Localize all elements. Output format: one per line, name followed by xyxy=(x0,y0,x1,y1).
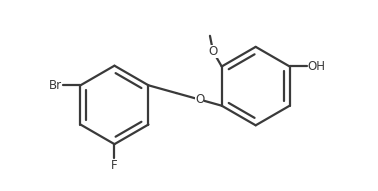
Text: O: O xyxy=(195,93,204,106)
Text: O: O xyxy=(208,45,218,58)
Text: OH: OH xyxy=(308,60,326,73)
Text: Br: Br xyxy=(49,79,62,92)
Text: F: F xyxy=(111,159,118,172)
